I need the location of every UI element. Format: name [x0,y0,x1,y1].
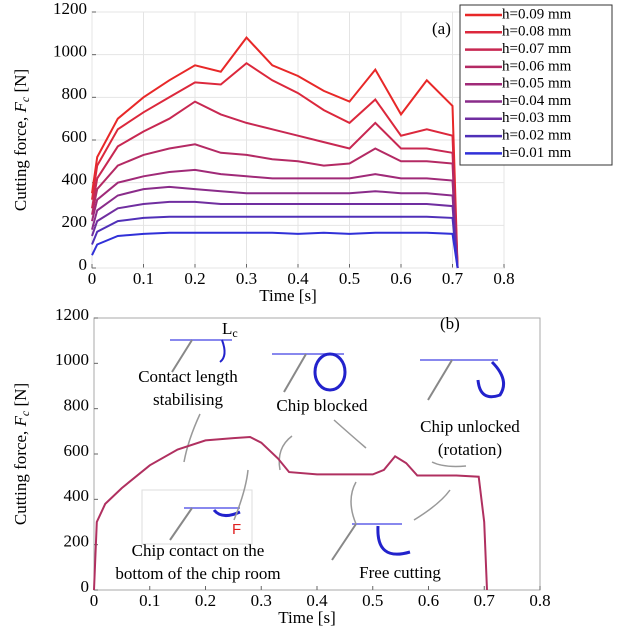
arrows [183,413,467,525]
x-tick-label: 0.1 [139,591,160,610]
x-tick-label: 0.5 [362,591,383,610]
y-tick-label: 1200 [53,0,87,18]
x-tick-label: 0.4 [306,591,328,610]
y-label-text: Cutting force, [11,426,30,525]
legend-label: h=0.06 mm [502,58,572,74]
x-tick-label: 0.6 [390,269,411,288]
data-line [91,143,459,269]
x-tick-label: 0.3 [251,591,272,610]
y-label-symbol: F [11,415,30,427]
x-tick-label: 0 [90,591,99,610]
legend-label: h=0.09 mm [502,6,572,22]
x-tick-label: 0.8 [493,269,514,288]
data-line [91,185,459,269]
annotation: stabilising [153,390,223,409]
x-tick-label: 0.2 [184,269,205,288]
y-axis-label: Cutting force, Fc [N] [11,69,32,211]
legend-label: h=0.08 mm [502,24,572,40]
data-line [93,435,488,591]
annotation: Chip unlocked [420,417,520,436]
inset-sketches [141,339,506,561]
panel-label: (b) [440,314,460,333]
legend-label: h=0.02 mm [502,128,572,144]
data-line [91,100,459,269]
y-tick-label: 0 [79,255,88,274]
y-label-unit: [N] [11,383,30,411]
y-tick-label: 600 [64,441,90,460]
annotation: Chip blocked [276,396,368,415]
x-tick-label: 0.6 [418,591,439,610]
x-tick-label: 0.1 [133,269,154,288]
force-label: F [232,521,241,538]
data-line [91,231,459,269]
x-tick-label: 0.5 [339,269,360,288]
x-tick-label: 0.7 [442,269,464,288]
x-tick-label: 0.7 [474,591,496,610]
length-symbol: L [222,319,232,338]
legend-label: h=0.05 mm [502,76,572,92]
y-tick-label: 0 [81,577,90,596]
y-axis-label: Cutting force, Fc [N] [11,383,32,525]
x-axis-label: Time [s] [278,608,335,627]
y-tick-label: 200 [64,532,90,551]
y-tick-label: 800 [64,396,90,415]
annotation: Free cutting [359,563,441,582]
annotation: Contact length [138,367,238,386]
y-tick-label: 600 [62,127,88,146]
x-tick-label: 0 [88,269,97,288]
annotation: Chip contact on the [132,541,265,560]
y-label-unit: [N] [11,69,30,97]
legend-label: h=0.01 mm [502,145,572,161]
length-sub: c [232,326,237,340]
y-label-symbol: F [11,101,30,113]
data-line [91,36,459,269]
y-label-text: Cutting force, [11,112,30,211]
legend-label: h=0.03 mm [502,110,572,126]
data-line [91,61,459,269]
sketch-blocked [272,352,347,393]
panel-label: (a) [432,19,451,38]
sketch-unlocked [420,359,506,401]
x-tick-label: 0.2 [195,591,216,610]
annotation: bottom of the chip room [115,564,280,583]
legend-label: h=0.04 mm [502,93,572,109]
x-tick-label: 0.4 [287,269,309,288]
y-tick-label: 200 [62,212,88,231]
y-tick-label: 1000 [55,350,89,369]
data-line [91,168,459,269]
data-line [91,215,459,269]
y-tick-label: 1000 [53,42,87,61]
y-tick-label: 400 [64,486,90,505]
legend: h=0.09 mm h=0.08 mmh=0.07 mmh=0.06 mm h=0.… [459,4,613,166]
x-tick-label: 0.8 [529,591,550,610]
length-label: Lc [222,319,238,340]
x-axis-label: Time [s] [259,286,316,305]
legend-label: h=0.07 mm [502,41,572,57]
sketch-contact [170,339,232,373]
annotation: (rotation) [438,440,502,459]
data-line [91,200,459,269]
y-tick-label: 1200 [55,305,89,324]
y-tick-label: 800 [62,84,88,103]
sketch-bottom [141,489,253,545]
y-label-sub: c [18,96,32,102]
y-label-sub: c [18,410,32,416]
x-tick-label: 0.3 [236,269,257,288]
sketch-free [331,523,411,561]
y-tick-label: 400 [62,170,88,189]
